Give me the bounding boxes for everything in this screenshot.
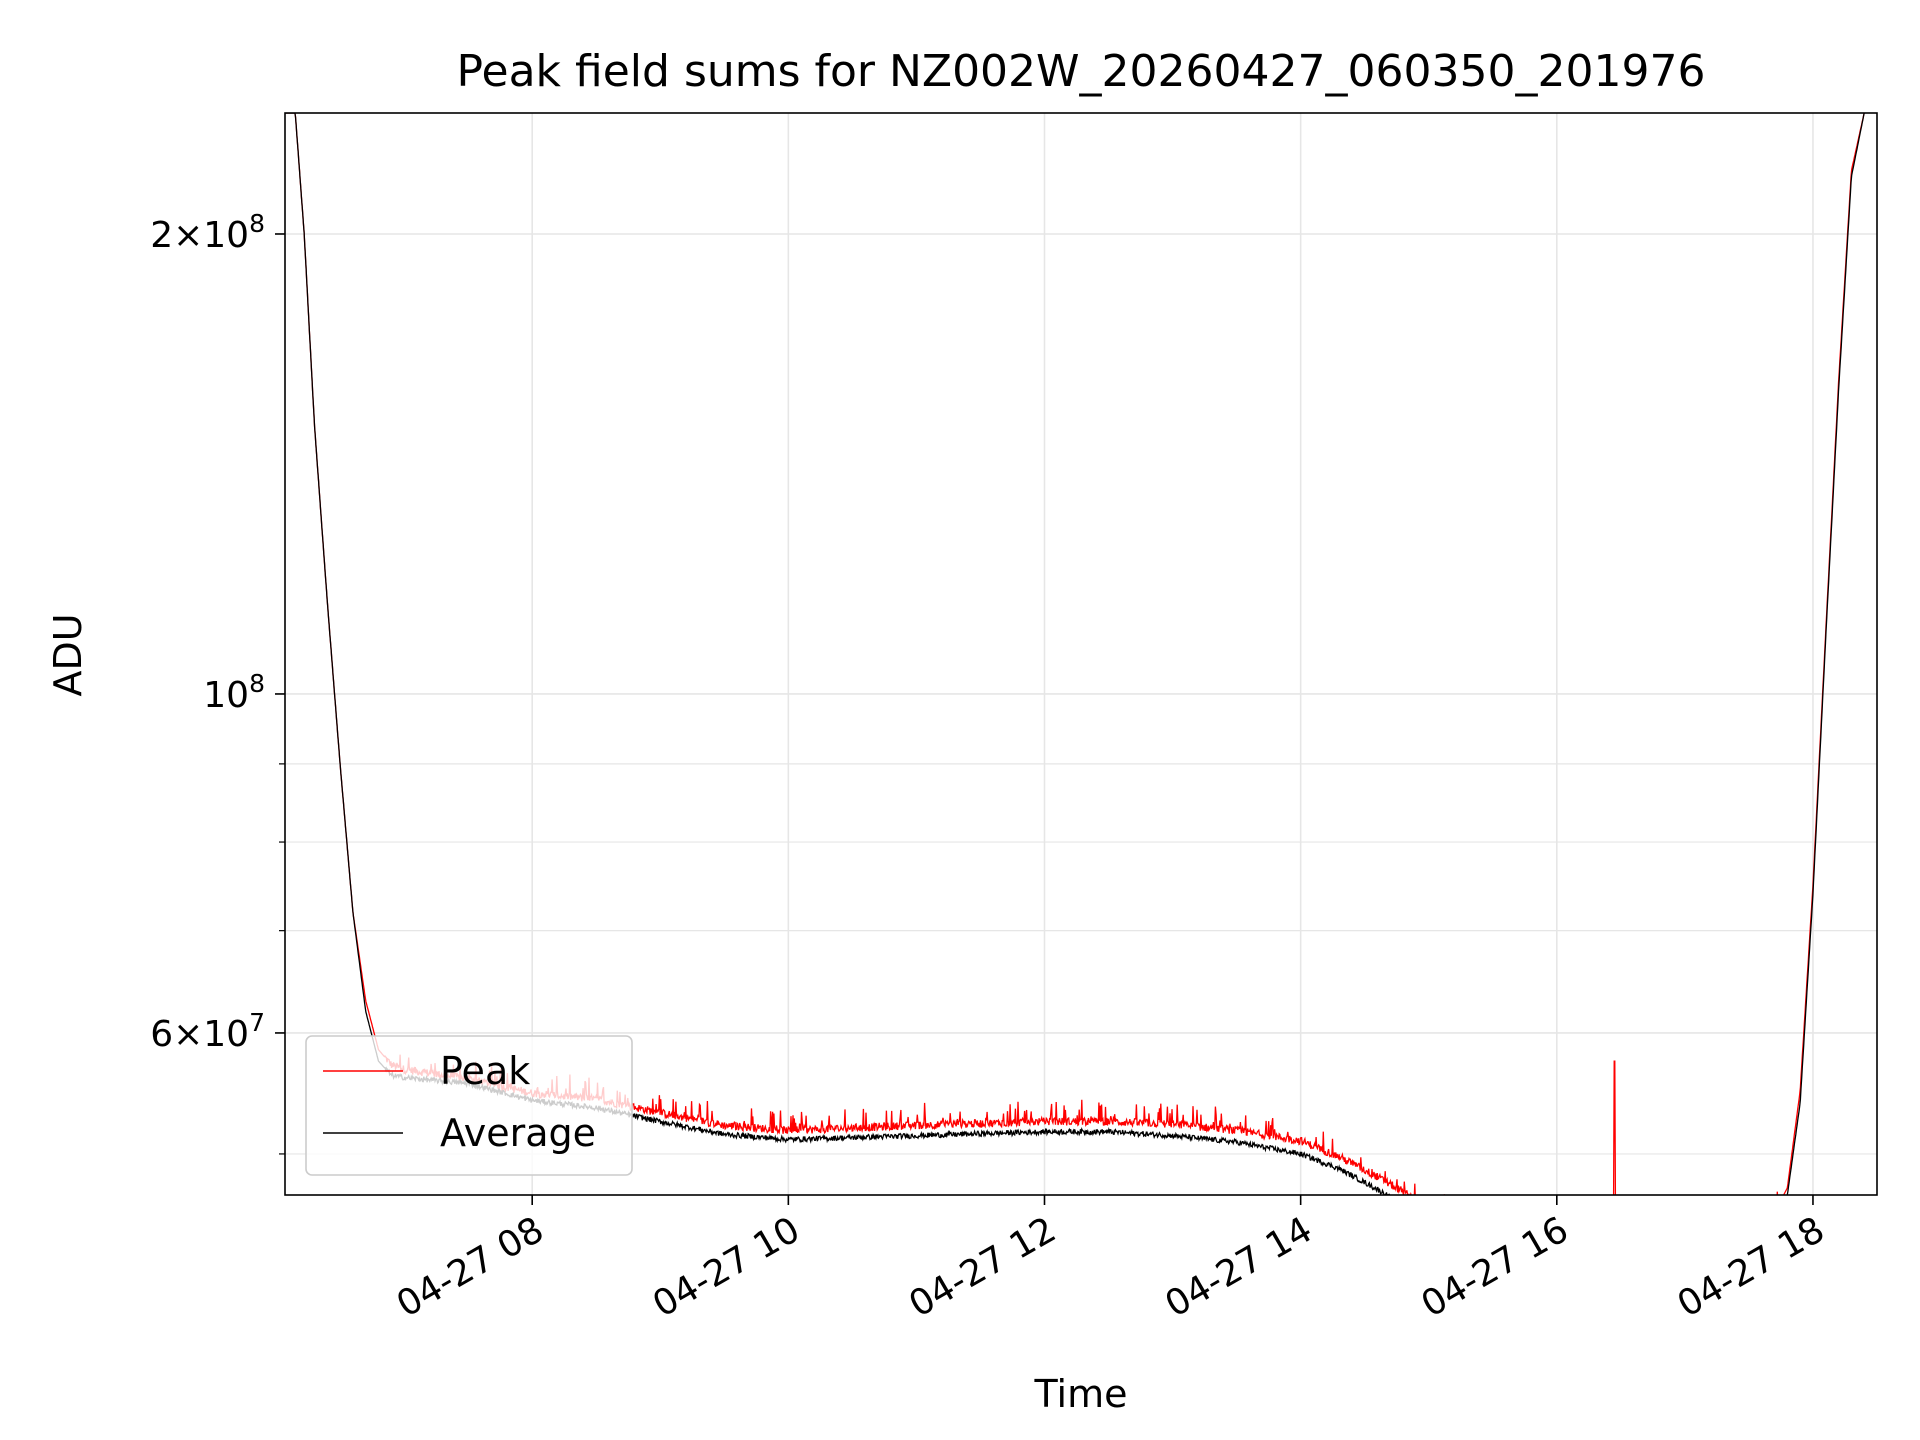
y-tick-label: 108 [203, 669, 265, 716]
plot-area [285, 113, 1877, 1195]
chart-title: Peak field sums for NZ002W_20260427_0603… [457, 46, 1706, 97]
grid [285, 113, 1877, 1195]
y-tick-label-times: × [173, 1014, 203, 1055]
y-tick-label-exp: 7 [249, 1008, 265, 1037]
x-axis-label: Time [1034, 1372, 1128, 1416]
y-axis-label: ADU [46, 613, 90, 696]
y-tick-label-mantissa: 2 [150, 215, 173, 256]
y-tick-label-exp: 8 [249, 209, 265, 238]
y-tick-label: 6×107 [150, 1008, 265, 1055]
y-tick-label-base: 10 [203, 675, 249, 716]
y-tick-label-base: 10 [203, 215, 249, 256]
plot-frame [284, 112, 1878, 1196]
y-tick-label-exp: 8 [249, 669, 265, 698]
y-tick-label-mantissa: 6 [150, 1014, 173, 1055]
y-tick-label-base: 10 [203, 1014, 249, 1055]
legend-label-peak: Peak [440, 1049, 530, 1093]
legend-label-average: Average [440, 1111, 596, 1155]
y-tick-label: 2×108 [150, 209, 265, 256]
y-tick-label-times: × [173, 215, 203, 256]
legend: Peak Average [305, 1035, 633, 1176]
